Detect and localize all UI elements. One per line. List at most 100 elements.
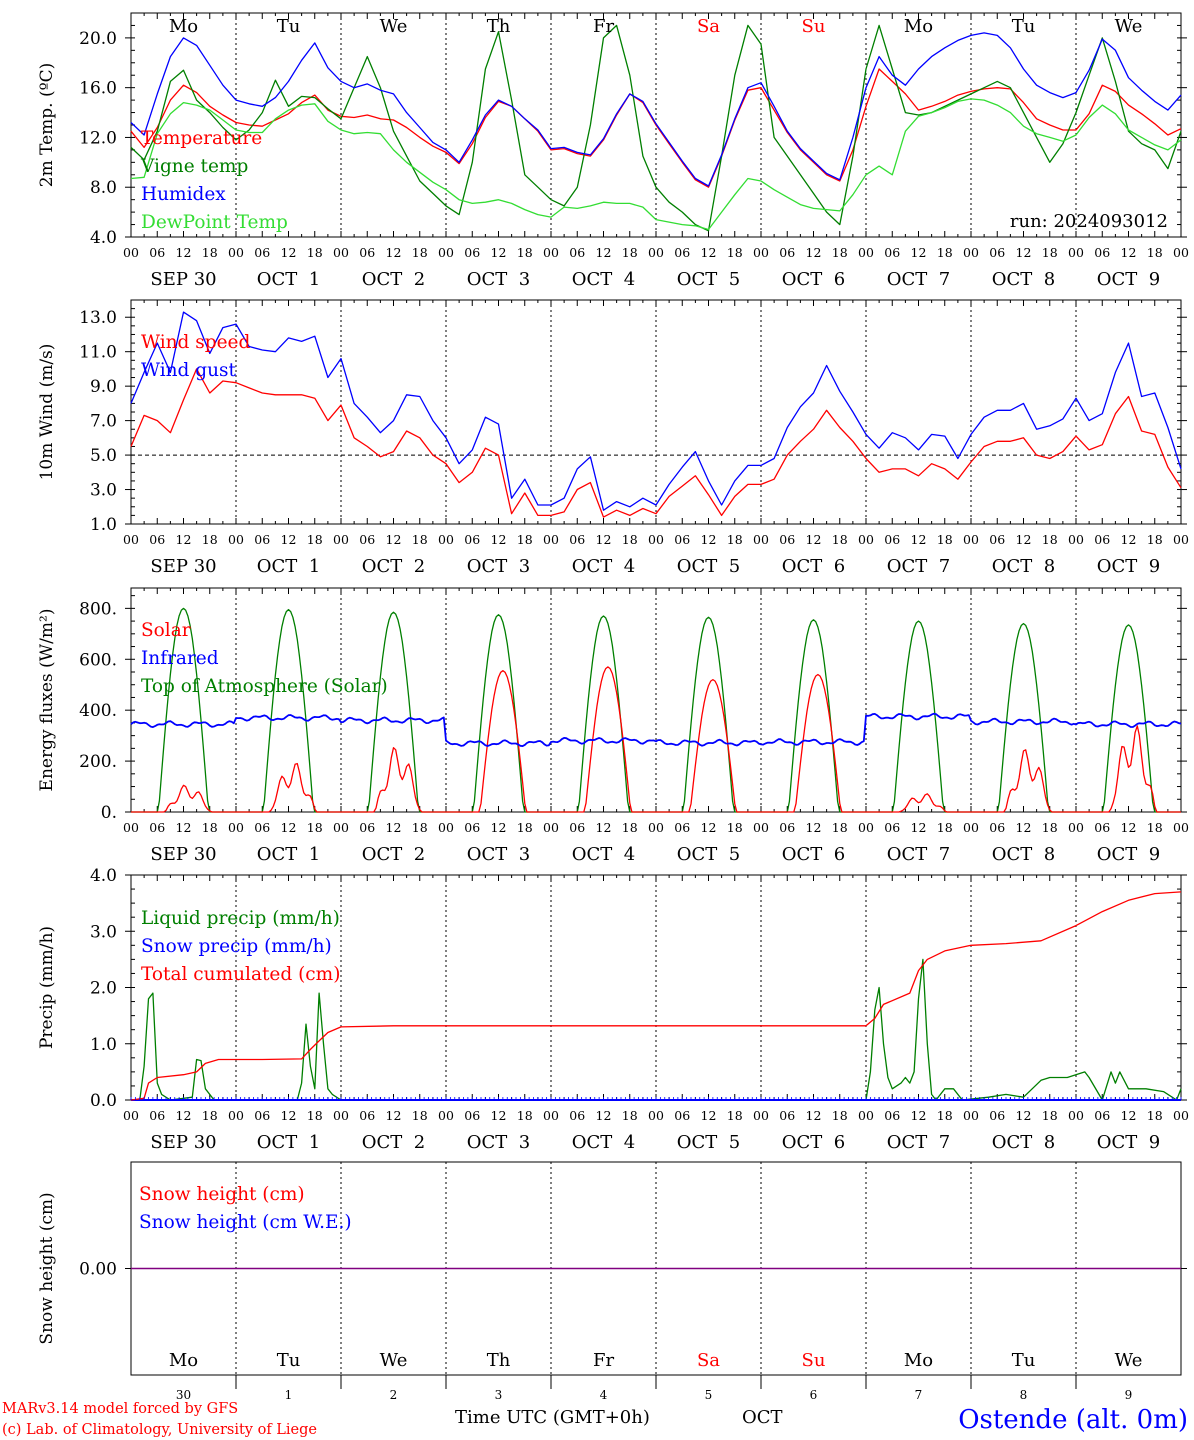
run-label: run: 2024093012	[1010, 211, 1168, 232]
weekday-label: Mo	[904, 16, 933, 37]
date-label: OCT 6	[782, 556, 845, 577]
series-line-temperature	[130, 68, 1182, 188]
hour-tick-label: 12	[806, 532, 822, 547]
date-label: OCT 7	[887, 269, 950, 290]
hour-tick-label: 12	[911, 1108, 927, 1123]
y-tick-label: 4.0	[90, 866, 117, 886]
weekday-label: Tu	[277, 16, 301, 37]
hour-tick-label: 18	[727, 245, 743, 260]
hour-tick-label: 00	[228, 532, 244, 547]
legend-snow-precip-mm-h: Snow precip (mm/h)	[141, 936, 332, 957]
hour-tick-label: 06	[884, 820, 900, 835]
y-tick-label: 1.0	[90, 515, 117, 535]
hour-tick-label: 06	[464, 820, 480, 835]
y-axis-label: Precip (mm/h)	[37, 926, 57, 1049]
hour-tick-label: 12	[1016, 1108, 1032, 1123]
date-label: OCT 1	[257, 1132, 320, 1153]
weekday-label: Tu	[1012, 1350, 1036, 1371]
weekday-label: Tu	[1012, 16, 1036, 37]
date-label: OCT 3	[467, 844, 530, 865]
date-label: OCT 2	[362, 269, 425, 290]
legend-solar: Solar	[141, 620, 191, 641]
hour-tick-label: 12	[491, 820, 507, 835]
hour-tick-label: 12	[386, 532, 402, 547]
hour-tick-label: 18	[622, 1108, 638, 1123]
date-label: OCT 2	[362, 556, 425, 577]
hour-tick-label: 00	[1068, 1108, 1084, 1123]
hour-tick-label: 12	[386, 1108, 402, 1123]
hour-tick-label: 06	[779, 820, 795, 835]
hour-tick-label: 06	[674, 245, 690, 260]
hour-tick-label: 06	[569, 820, 585, 835]
panel-energy: 0. 200. 400. 600. 800. Energy fluxes (W/m²) 00…	[37, 587, 1189, 865]
hour-tick-label: 00	[438, 532, 454, 547]
hour-tick-label: 06	[254, 1108, 270, 1123]
date-label: SEP 30	[150, 556, 216, 577]
legend-top-of-atmosphere-solar: Top of Atmosphere (Solar)	[141, 676, 388, 697]
hour-tick-label: 06	[674, 1108, 690, 1123]
date-label: OCT 9	[1097, 1132, 1160, 1153]
hour-tick-label: 00	[1173, 532, 1189, 547]
date-label: OCT 2	[362, 1132, 425, 1153]
hour-tick-label: 18	[307, 245, 323, 260]
y-tick-label: 800.	[79, 599, 117, 619]
hour-tick-label: 00	[333, 820, 349, 835]
hour-tick-label: 00	[1068, 820, 1084, 835]
date-label: OCT 5	[677, 1132, 740, 1153]
hour-tick-label: 12	[491, 532, 507, 547]
legend-total-cumulated-cm: Total cumulated (cm)	[141, 964, 340, 985]
hour-tick-label: 18	[517, 532, 533, 547]
hour-tick-label: 06	[464, 245, 480, 260]
hour-tick-label: 06	[779, 1108, 795, 1123]
hour-tick-label: 06	[149, 1108, 165, 1123]
weekday-label: We	[380, 16, 408, 37]
hour-tick-label: 00	[648, 1108, 664, 1123]
y-axis-label: Energy fluxes (W/m²)	[37, 609, 57, 792]
hour-tick-label: 12	[1121, 820, 1137, 835]
hour-tick-label: 00	[123, 532, 139, 547]
hour-tick-label: 06	[989, 820, 1005, 835]
day-number-label: 9	[1125, 1388, 1133, 1402]
hour-tick-label: 00	[543, 532, 559, 547]
hour-tick-label: 06	[989, 532, 1005, 547]
hour-tick-label: 18	[202, 245, 218, 260]
series-line-vigne-temp	[130, 24, 1182, 232]
hour-tick-label: 12	[596, 1108, 612, 1123]
hour-tick-label: 18	[937, 532, 953, 547]
hour-tick-label: 12	[701, 245, 717, 260]
hour-tick-label: 06	[464, 532, 480, 547]
y-tick-label: 8.0	[90, 178, 117, 198]
hour-tick-label: 12	[1121, 532, 1137, 547]
hour-tick-label: 00	[333, 245, 349, 260]
legend-humidex: Humidex	[141, 184, 226, 205]
weekday-label: We	[380, 1350, 408, 1371]
hour-tick-label: 00	[1173, 820, 1189, 835]
hour-tick-label: 18	[937, 245, 953, 260]
date-label: OCT 1	[257, 269, 320, 290]
hour-tick-label: 06	[254, 820, 270, 835]
date-label: OCT 6	[782, 844, 845, 865]
hour-tick-label: 00	[438, 1108, 454, 1123]
hour-tick-label: 18	[1042, 820, 1058, 835]
hour-tick-label: 00	[333, 1108, 349, 1123]
date-label: SEP 30	[150, 1132, 216, 1153]
hour-tick-label: 00	[1173, 245, 1189, 260]
y-tick-label: 5.0	[90, 446, 117, 466]
panel-temp: 4.0 8.0 12.0 16.0 20.0 2m Temp. (ºC) 00 06 12 18 S…	[37, 12, 1189, 290]
legend-temperature: Temperature	[141, 128, 262, 149]
weekday-label: Th	[487, 1350, 511, 1371]
hour-tick-label: 12	[701, 532, 717, 547]
hour-tick-label: 18	[517, 1108, 533, 1123]
hour-tick-label: 00	[858, 820, 874, 835]
date-label: OCT 4	[572, 844, 635, 865]
y-tick-label: 7.0	[90, 412, 117, 432]
date-label: OCT 7	[887, 1132, 950, 1153]
day-number-label: 4	[600, 1388, 608, 1402]
hour-tick-label: 18	[832, 1108, 848, 1123]
hour-tick-label: 18	[1147, 1108, 1163, 1123]
hour-tick-label: 18	[727, 820, 743, 835]
weekday-label: Mo	[904, 1350, 933, 1371]
series-line-dewpoint-temp	[130, 98, 1182, 231]
hour-tick-label: 12	[386, 820, 402, 835]
hour-tick-label: 18	[202, 532, 218, 547]
